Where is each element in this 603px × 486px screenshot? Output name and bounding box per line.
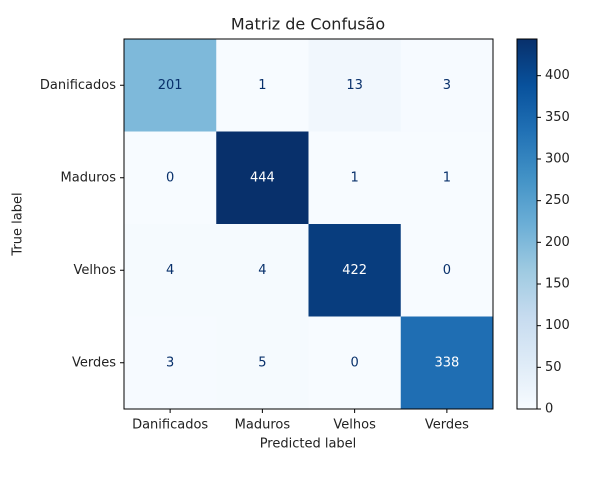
cell: [400, 131, 494, 225]
colorbar-tick-label: 0: [545, 402, 553, 417]
y-tick-label: Danificados: [40, 78, 116, 93]
colorbar-tick-label: 100: [545, 318, 570, 333]
cell: [124, 316, 217, 410]
x-axis-label: Predicted label: [260, 437, 357, 452]
colorbar-tick-label: 250: [545, 193, 570, 208]
cell: [124, 224, 217, 317]
cell-label: 5: [258, 355, 266, 370]
cell: [308, 316, 402, 410]
cell: [400, 224, 494, 317]
cell: [216, 39, 309, 132]
cell-label: 0: [350, 355, 358, 370]
cell: [308, 224, 402, 317]
cell-label: 1: [443, 170, 451, 185]
x-tick-label: Danificados: [132, 418, 208, 433]
cell-label: 0: [443, 263, 451, 278]
cell-label: 1: [258, 78, 266, 93]
cell-label: 201: [158, 78, 183, 93]
cell-label: 444: [250, 170, 275, 185]
colorbar-tick-label: 400: [545, 68, 570, 83]
y-tick-label: Maduros: [61, 170, 117, 185]
cell: [216, 316, 309, 410]
y-tick-label: Verdes: [72, 355, 116, 370]
y-axis-label: True label: [11, 192, 26, 256]
cell-label: 3: [443, 78, 451, 93]
colorbar-tick-label: 150: [545, 277, 570, 292]
plot-frame: [123, 38, 494, 410]
colorbar-tick-label: 300: [545, 152, 570, 167]
cell-label: 0: [166, 170, 174, 185]
cell: [400, 316, 494, 410]
x-tick-label: Verdes: [425, 418, 469, 433]
cell-label: 338: [434, 355, 459, 370]
colorbar-tick-label: 50: [545, 360, 562, 375]
x-tick-label: Velhos: [333, 418, 376, 433]
cell: [400, 39, 494, 132]
chart-title: Matriz de Confusão: [231, 15, 385, 34]
cell-label: 4: [258, 263, 266, 278]
cell: [216, 131, 309, 225]
colorbar-tick-label: 200: [545, 235, 570, 250]
colorbar-tick-label: 350: [545, 110, 570, 125]
cell-label: 3: [166, 355, 174, 370]
cell-label: 1: [350, 170, 358, 185]
x-tick-label: Maduros: [235, 418, 291, 433]
cell-label: 422: [342, 263, 367, 278]
cell-label: 4: [166, 263, 174, 278]
cell: [308, 39, 402, 132]
cell: [216, 224, 309, 317]
cell-label: 13: [346, 78, 363, 93]
cell: [124, 39, 217, 132]
cell: [308, 131, 402, 225]
colorbar: [516, 38, 538, 410]
y-tick-label: Velhos: [74, 263, 117, 278]
cell: [124, 131, 217, 225]
